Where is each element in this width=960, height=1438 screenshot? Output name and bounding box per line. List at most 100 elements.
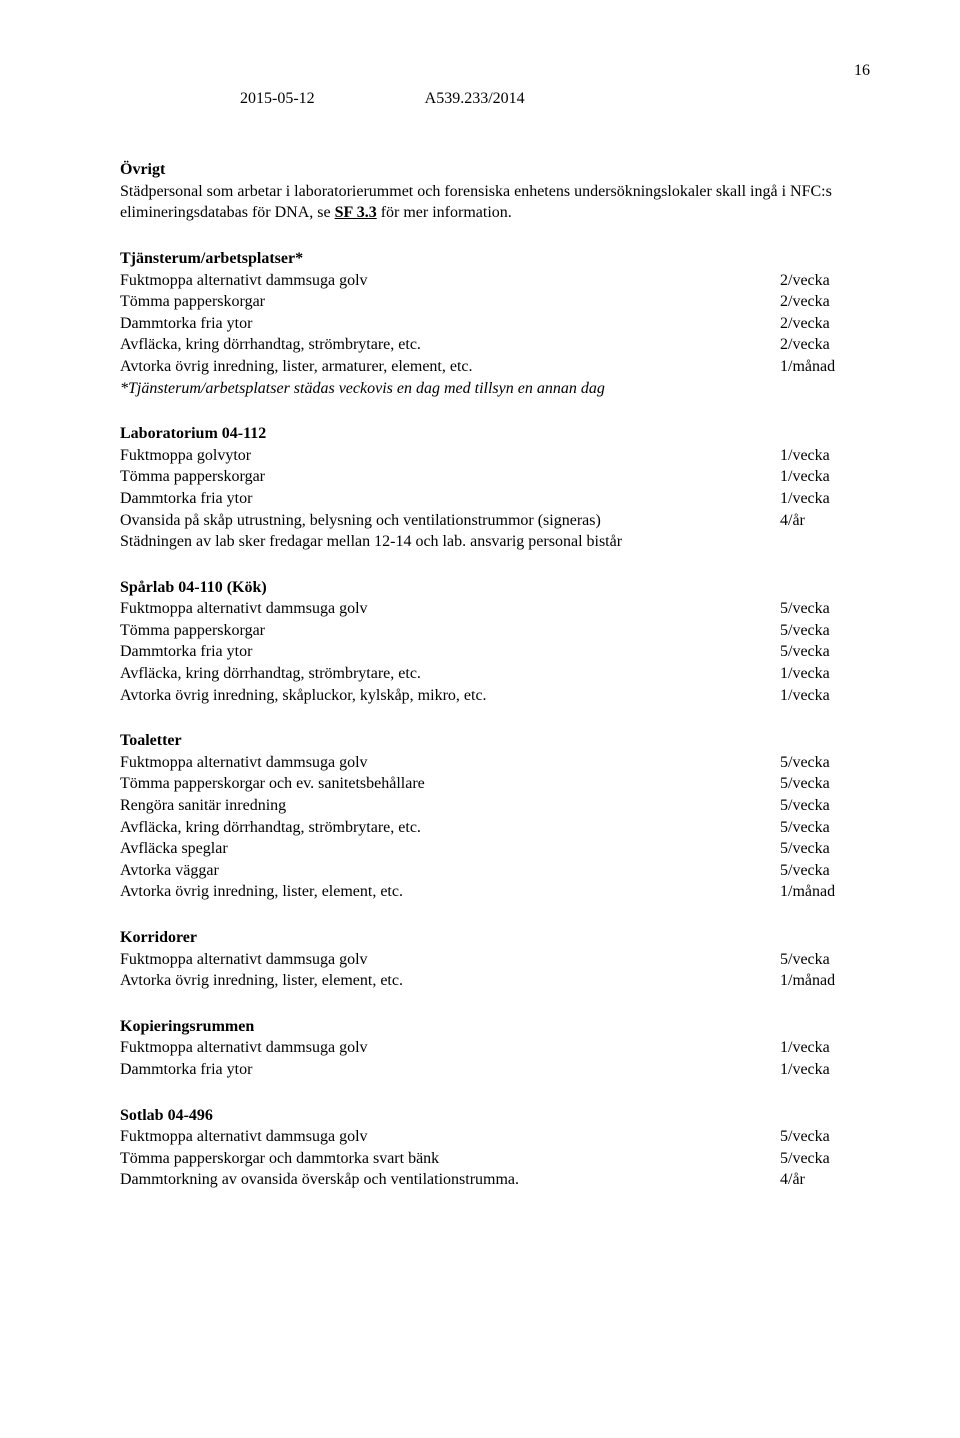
item-frequency: 1/månad [780,356,870,378]
item-frequency: 1/vecka [780,1037,870,1059]
section-title: Tjänsterum/arbetsplatser* [120,248,870,270]
item-row: Ovansida på skåp utrustning, belysning o… [120,510,870,532]
section-title: Laboratorium 04-112 [120,423,870,445]
item-label: Fuktmoppa alternativt dammsuga golv [120,1037,780,1059]
item-row: Fuktmoppa alternativt dammsuga golv2/vec… [120,270,870,292]
item-frequency: 5/vecka [780,1148,870,1170]
item-row: Avfläcka, kring dörrhandtag, strömbrytar… [120,817,870,839]
section-title: Korridorer [120,927,870,949]
item-label: Fuktmoppa alternativt dammsuga golv [120,1126,780,1148]
item-frequency: 5/vecka [780,817,870,839]
doc-section: Spårlab 04-110 (Kök)Fuktmoppa alternativ… [120,577,870,707]
item-label: Dammtorka fria ytor [120,641,780,663]
section-note: *Tjänsterum/arbetsplatser städas veckovi… [120,378,870,400]
item-frequency: 1/vecka [780,1059,870,1081]
item-label: Avtorka övrig inredning, lister, element… [120,970,780,992]
intro-title: Övrigt [120,159,870,181]
item-frequency: 1/vecka [780,445,870,467]
item-label: Avtorka övrig inredning, lister, element… [120,881,780,903]
item-label: Avfläcka speglar [120,838,780,860]
item-row: Tömma papperskorgar och dammtorka svart … [120,1148,870,1170]
item-row: Avtorka övrig inredning, lister, armatur… [120,356,870,378]
item-label: Tömma papperskorgar [120,291,780,313]
item-label: Ovansida på skåp utrustning, belysning o… [120,510,780,532]
item-label: Dammtorka fria ytor [120,313,780,335]
doc-section: KopieringsrummenFuktmoppa alternativt da… [120,1016,870,1081]
item-row: Fuktmoppa golvytor1/vecka [120,445,870,467]
item-row: Fuktmoppa alternativt dammsuga golv5/vec… [120,949,870,971]
item-label: Tömma papperskorgar [120,466,780,488]
item-label: Avfläcka, kring dörrhandtag, strömbrytar… [120,334,780,356]
item-label: Avfläcka, kring dörrhandtag, strömbrytar… [120,663,780,685]
intro-section: Övrigt Städpersonal som arbetar i labora… [120,159,870,224]
item-frequency: 1/vecka [780,466,870,488]
item-label: Avtorka övrig inredning, lister, armatur… [120,356,780,378]
item-frequency: 5/vecka [780,641,870,663]
section-title: Spårlab 04-110 (Kök) [120,577,870,599]
item-frequency: 5/vecka [780,752,870,774]
item-row: Fuktmoppa alternativt dammsuga golv5/vec… [120,1126,870,1148]
item-row: Tömma papperskorgar2/vecka [120,291,870,313]
item-row: Fuktmoppa alternativt dammsuga golv5/vec… [120,598,870,620]
item-label: Avtorka övrig inredning, skåpluckor, kyl… [120,685,780,707]
item-label: Avtorka väggar [120,860,780,882]
item-row: Avtorka övrig inredning, lister, element… [120,970,870,992]
item-frequency: 1/vecka [780,685,870,707]
intro-text: Städpersonal som arbetar i laboratorieru… [120,181,870,224]
item-frequency: 1/månad [780,970,870,992]
item-row: Dammtorka fria ytor5/vecka [120,641,870,663]
item-row: Fuktmoppa alternativt dammsuga golv1/vec… [120,1037,870,1059]
intro-link[interactable]: SF 3.3 [335,204,377,221]
item-frequency: 5/vecka [780,949,870,971]
item-row: Fuktmoppa alternativt dammsuga golv5/vec… [120,752,870,774]
item-label: Fuktmoppa alternativt dammsuga golv [120,598,780,620]
item-frequency: 2/vecka [780,270,870,292]
item-frequency: 5/vecka [780,838,870,860]
item-frequency: 5/vecka [780,598,870,620]
item-label: Avfläcka, kring dörrhandtag, strömbrytar… [120,817,780,839]
item-frequency: 4/år [780,1169,870,1191]
item-row: Avtorka övrig inredning, lister, element… [120,881,870,903]
page-number: 16 [120,60,870,82]
doc-section: Sotlab 04-496Fuktmoppa alternativt damms… [120,1105,870,1191]
item-frequency: 5/vecka [780,795,870,817]
item-frequency: 4/år [780,510,870,532]
doc-case: A539.233/2014 [425,88,525,110]
item-frequency: 2/vecka [780,313,870,335]
item-label: Fuktmoppa alternativt dammsuga golv [120,752,780,774]
item-label: Rengöra sanitär inredning [120,795,780,817]
doc-section: KorridorerFuktmoppa alternativt dammsuga… [120,927,870,992]
item-row: Avfläcka, kring dörrhandtag, strömbrytar… [120,663,870,685]
section-title: Kopieringsrummen [120,1016,870,1038]
item-row: Tömma papperskorgar1/vecka [120,466,870,488]
doc-section: Laboratorium 04-112Fuktmoppa golvytor1/v… [120,423,870,553]
item-row: Avtorka övrig inredning, skåpluckor, kyl… [120,685,870,707]
item-row: Dammtorka fria ytor1/vecka [120,488,870,510]
item-frequency: 1/vecka [780,488,870,510]
item-label: Fuktmoppa golvytor [120,445,780,467]
item-row: Dammtorkning av ovansida överskåp och ve… [120,1169,870,1191]
item-row: Rengöra sanitär inredning5/vecka [120,795,870,817]
item-label: Fuktmoppa alternativt dammsuga golv [120,949,780,971]
item-frequency: 5/vecka [780,1126,870,1148]
doc-section: Tjänsterum/arbetsplatser*Fuktmoppa alter… [120,248,870,399]
item-frequency: 2/vecka [780,334,870,356]
item-label: Tömma papperskorgar och ev. sanitetsbehå… [120,773,780,795]
intro-post: för mer information. [377,204,512,221]
item-label: Tömma papperskorgar [120,620,780,642]
doc-section: ToaletterFuktmoppa alternativt dammsuga … [120,730,870,903]
item-label: Dammtorka fria ytor [120,1059,780,1081]
item-row: Tömma papperskorgar och ev. sanitetsbehå… [120,773,870,795]
item-row: Tömma papperskorgar5/vecka [120,620,870,642]
item-frequency: 2/vecka [780,291,870,313]
item-row: Avtorka väggar5/vecka [120,860,870,882]
item-frequency: 5/vecka [780,860,870,882]
item-row: Dammtorka fria ytor1/vecka [120,1059,870,1081]
item-label: Tömma papperskorgar och dammtorka svart … [120,1148,780,1170]
item-label: Dammtorkning av ovansida överskåp och ve… [120,1169,780,1191]
section-trailing: Städningen av lab sker fredagar mellan 1… [120,531,870,553]
doc-date: 2015-05-12 [240,88,315,110]
item-row: Dammtorka fria ytor2/vecka [120,313,870,335]
item-frequency: 5/vecka [780,620,870,642]
item-row: Avfläcka speglar5/vecka [120,838,870,860]
